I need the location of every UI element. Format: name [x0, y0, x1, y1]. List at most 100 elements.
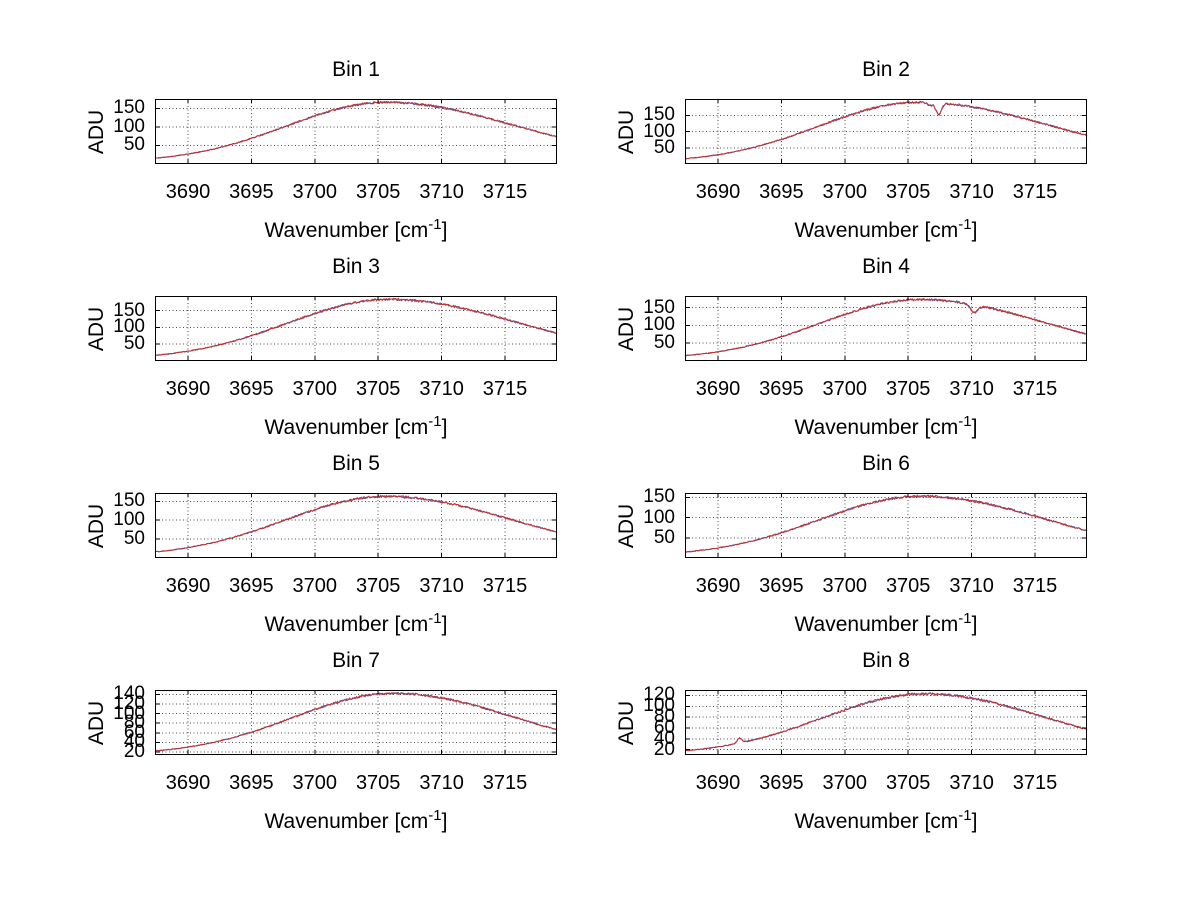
x-axis-label-bracket: ]	[971, 219, 978, 242]
spectrum-line	[154, 691, 558, 752]
x-axis-label-text: Wavenumber [cm	[264, 416, 429, 439]
x-tick-label: 3710	[419, 378, 464, 400]
plot-title: Bin 4	[862, 255, 910, 278]
x-tick-label: 3695	[759, 575, 804, 597]
spectrum-line	[684, 100, 1088, 160]
x-tick-label: 3690	[165, 378, 211, 400]
x-axis-label-bracket: ]	[441, 613, 448, 636]
axes-frame	[155, 493, 557, 558]
spectrum-underlay-line	[154, 100, 558, 159]
y-tick-label: 150	[113, 97, 145, 119]
y-tick-label: 100	[113, 316, 145, 338]
y-tick-label: 100	[643, 506, 675, 528]
x-tick-label: 3690	[695, 378, 741, 400]
x-tick-label: 3690	[695, 772, 741, 794]
x-axis-label-bracket: ]	[441, 416, 448, 439]
plot-area	[684, 493, 1088, 558]
x-tick-label: 3700	[292, 575, 338, 597]
x-tick-label: 3695	[229, 575, 274, 597]
x-tick-label: 3700	[292, 181, 338, 203]
x-axis-label: Wavenumber [cm-1]	[206, 807, 506, 836]
x-tick-label: 3715	[482, 772, 528, 794]
x-tick-label: 3710	[949, 575, 994, 597]
x-axis-label-superscript: -1	[958, 216, 972, 233]
axes-frame	[685, 99, 1087, 164]
y-tick-label: 100	[643, 695, 675, 717]
plot-title: Bin 7	[332, 649, 380, 672]
spectrum-underlay-line	[154, 297, 558, 356]
y-tick-label: 80	[123, 712, 145, 734]
x-tick-label: 3705	[885, 181, 931, 203]
x-tick-label: 3715	[1012, 378, 1058, 400]
plot-title: Bin 2	[862, 58, 910, 81]
x-tick-label: 3700	[292, 772, 338, 794]
spectrum-underlay-line	[154, 494, 558, 553]
x-axis-label: Wavenumber [cm-1]	[736, 413, 1036, 442]
x-axis-label-superscript: -1	[958, 413, 972, 430]
x-tick-label: 3705	[355, 575, 401, 597]
y-tick-label: 140	[113, 683, 145, 705]
spectrum-line	[684, 297, 1088, 357]
y-tick-label: 150	[113, 299, 145, 321]
x-axis-label-text: Wavenumber [cm	[794, 219, 959, 242]
axes-frame	[155, 99, 557, 164]
x-tick-label: 3705	[355, 772, 401, 794]
x-axis-label: Wavenumber [cm-1]	[736, 216, 1036, 245]
y-tick-label: 80	[653, 706, 675, 728]
x-tick-label: 3710	[949, 772, 994, 794]
x-tick-label: 3695	[759, 181, 804, 203]
axes-frame	[685, 690, 1087, 755]
y-tick-label: 50	[123, 528, 145, 550]
x-axis-label-superscript: -1	[428, 807, 442, 824]
spectrum-line	[154, 297, 558, 356]
y-tick-label: 100	[113, 509, 145, 531]
axes-frame	[155, 296, 557, 361]
y-tick-label: 120	[113, 692, 145, 714]
y-tick-label: 100	[643, 120, 675, 142]
x-tick-label: 3695	[229, 378, 274, 400]
plot-title: Bin 8	[862, 649, 910, 672]
axes-frame	[685, 493, 1087, 558]
y-tick-label: 50	[653, 526, 675, 548]
spectrum-line	[154, 100, 558, 159]
x-axis-label: Wavenumber [cm-1]	[206, 610, 506, 639]
y-tick-label: 150	[113, 490, 145, 512]
spectrum-underlay-line	[684, 692, 1088, 752]
y-tick-label: 60	[123, 721, 145, 743]
x-tick-label: 3700	[822, 772, 868, 794]
x-tick-label: 3700	[822, 378, 868, 400]
x-tick-label: 3690	[695, 575, 741, 597]
x-axis-label-text: Wavenumber [cm	[794, 416, 959, 439]
plot-title: Bin 1	[332, 58, 380, 81]
x-tick-label: 3705	[885, 772, 931, 794]
spectrum-underlay-line	[684, 100, 1088, 160]
x-tick-label: 3700	[822, 575, 868, 597]
x-axis-label-superscript: -1	[958, 610, 972, 627]
y-tick-label: 120	[643, 684, 675, 706]
x-axis-label: Wavenumber [cm-1]	[206, 216, 506, 245]
plot-area	[154, 296, 558, 361]
x-axis-label-superscript: -1	[428, 216, 442, 233]
x-axis-label-text: Wavenumber [cm	[264, 810, 429, 833]
x-tick-label: 3690	[165, 181, 211, 203]
y-tick-label: 20	[123, 741, 145, 763]
plot-area	[684, 99, 1088, 164]
spectrum-line	[684, 494, 1088, 553]
x-tick-label: 3690	[695, 181, 741, 203]
y-tick-label: 50	[653, 136, 675, 158]
x-axis-label-text: Wavenumber [cm	[264, 613, 429, 636]
x-tick-label: 3715	[1012, 772, 1058, 794]
x-tick-label: 3690	[165, 575, 211, 597]
y-tick-label: 100	[113, 115, 145, 137]
x-axis-label-text: Wavenumber [cm	[794, 810, 959, 833]
x-tick-label: 3695	[759, 772, 804, 794]
plot-area	[684, 296, 1088, 361]
spectrum-line	[684, 692, 1088, 752]
x-tick-label: 3695	[759, 378, 804, 400]
x-axis-label: Wavenumber [cm-1]	[736, 610, 1036, 639]
axes-frame	[685, 296, 1087, 361]
x-tick-label: 3705	[355, 181, 401, 203]
x-axis-label-bracket: ]	[441, 219, 448, 242]
x-tick-label: 3715	[482, 378, 528, 400]
x-axis-label-superscript: -1	[428, 413, 442, 430]
